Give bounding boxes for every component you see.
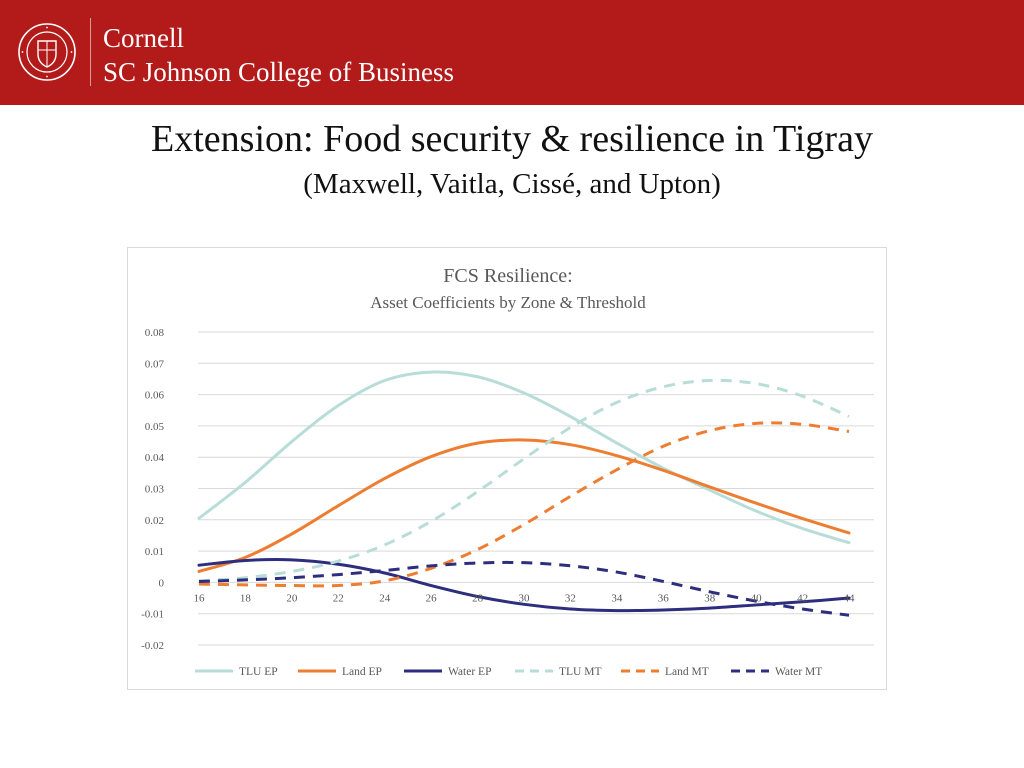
series-line-water-ep [197,558,851,613]
y-tick-label: 0 [159,577,165,589]
brand-college-name: SC Johnson College of Business [103,57,455,87]
y-axis-ticks: -0.02 -0.01 0 0.01 0.02 0.03 0.04 0.05 0.06 0.07 0… [141,327,164,652]
legend-label: TLU EP [239,666,278,678]
y-tick-label: 0.01 [145,546,164,558]
slide-title: Extension: Food security & resilience in… [151,118,873,160]
chart-frame: FCS Resilience: Asset Coefficients by Zo… [127,247,887,690]
y-tick-label: 0.06 [145,390,165,402]
header-banner: Cornell SC Johnson College of Business [0,0,1024,105]
series-line-land-mt [198,421,850,588]
y-tick-label: 0.05 [145,421,165,433]
chart-subtitle: Asset Coefficients by Zone & Threshold [370,293,646,312]
x-tick-label: 36 [658,592,670,604]
cornell-seal-icon [18,23,76,81]
x-tick-label: 44 [844,592,856,604]
x-tick-label: 40 [751,592,763,604]
x-axis-ticks: 16 18 20 22 24 26 28 30 32 34 36 38 40 42 44 [194,592,856,604]
line-chart: FCS Resilience: Asset Coefficients by Zo… [141,265,874,678]
series-line-tlu-ep [197,370,851,545]
series-line-land-ep [197,438,851,573]
x-tick-label: 24 [379,592,391,604]
x-tick-label: 34 [611,592,623,604]
x-tick-label: 22 [333,592,344,604]
y-tick-label: 0.07 [145,358,165,370]
legend-label: TLU MT [559,666,601,678]
y-tick-label: 0.04 [145,452,165,464]
chart-gridlines [198,331,874,646]
x-tick-label: 16 [194,592,206,604]
legend-label: Land EP [342,666,382,678]
chart-legend: TLU EP Land EP Water EP TLU MT Land MT Water … [195,666,822,678]
legend-label: Water MT [775,666,822,678]
brand-cornell: Cornell [103,23,184,53]
series-line-water-mt [198,560,850,617]
slide-subtitle: (Maxwell, Vaitla, Cissé, and Upton) [303,168,721,200]
chart-title: FCS Resilience: [443,265,572,287]
x-tick-label: 28 [472,592,484,604]
banner-divider [90,18,91,86]
series-line-tlu-mt [198,378,850,583]
x-tick-label: 20 [286,592,298,604]
y-tick-label: -0.02 [141,640,164,652]
x-tick-label: 30 [519,592,531,604]
x-tick-label: 32 [565,592,576,604]
x-tick-label: 38 [704,592,716,604]
y-tick-label: 0.02 [145,515,164,527]
x-tick-label: 18 [240,592,252,604]
x-tick-label: 42 [797,592,808,604]
y-tick-label: -0.01 [141,609,164,621]
y-tick-label: 0.08 [145,327,165,339]
x-tick-label: 26 [426,592,438,604]
legend-label: Water EP [448,666,491,678]
chart-series [197,370,851,617]
y-tick-label: 0.03 [145,484,165,496]
legend-label: Land MT [665,666,709,678]
